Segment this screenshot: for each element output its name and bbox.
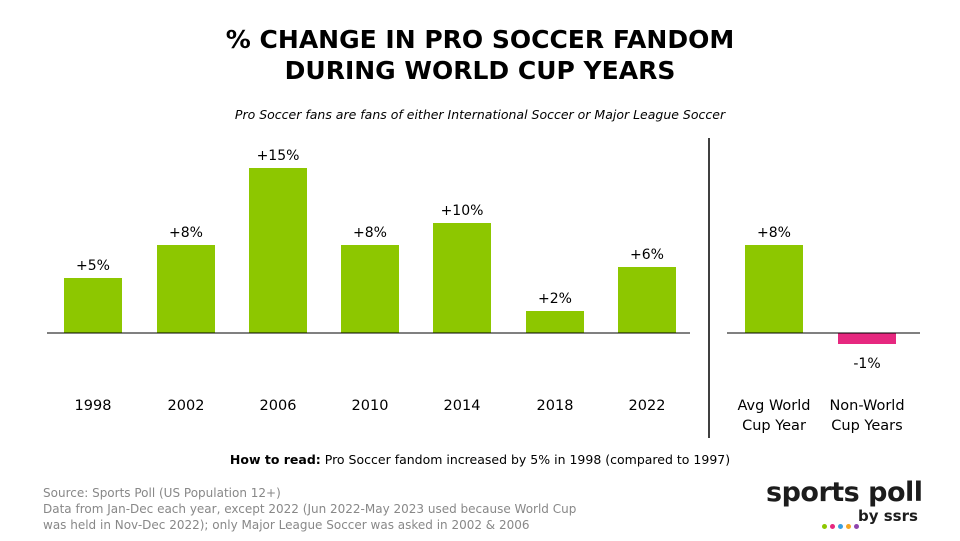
- category-label: 2014: [444, 398, 481, 414]
- category-label: 2002: [168, 398, 205, 414]
- sports-poll-logo: sports poll by ssrs: [766, 477, 926, 529]
- data-label: +5%: [76, 258, 110, 274]
- bar: [838, 333, 896, 344]
- bar: [64, 278, 122, 333]
- category-label: Non-World: [829, 398, 904, 414]
- data-label: +8%: [353, 225, 387, 241]
- bar: [249, 168, 307, 333]
- source-note: Source: Sports Poll (US Population 12+): [43, 486, 281, 500]
- how-to-read-note: How to read: Pro Soccer fandom increased…: [0, 452, 960, 467]
- data-label: +8%: [757, 225, 791, 241]
- how-to-read-text: Pro Soccer fandom increased by 5% in 199…: [320, 452, 731, 467]
- data-label: +8%: [169, 225, 203, 241]
- how-to-read-label: How to read:: [229, 452, 321, 467]
- data-note-line-2: was held in Nov-Dec 2022); only Major Le…: [43, 518, 530, 532]
- category-label: Avg World: [737, 398, 810, 414]
- title-line-2: DURING WORLD CUP YEARS: [284, 56, 676, 85]
- category-label: 2006: [260, 398, 297, 414]
- data-note-line-1: Data from Jan-Dec each year, except 2022…: [43, 502, 577, 516]
- bar: [157, 245, 215, 333]
- data-label: -1%: [853, 356, 880, 372]
- chart-title: % CHANGE IN PRO SOCCER FANDOM DURING WOR…: [0, 24, 960, 86]
- bar: [341, 245, 399, 333]
- footer-notes: Source: Sports Poll (US Population 12+) …: [43, 485, 576, 533]
- logo-dot: [838, 524, 843, 529]
- category-label: 1998: [75, 398, 112, 414]
- logo-dot: [822, 524, 827, 529]
- bar: [618, 267, 676, 333]
- category-label: 2022: [629, 398, 666, 414]
- data-label: +10%: [441, 203, 484, 219]
- title-line-1: % CHANGE IN PRO SOCCER FANDOM: [225, 25, 735, 54]
- logo-byline: by ssrs: [858, 507, 918, 525]
- logo-dot: [846, 524, 851, 529]
- logo-dots: [822, 514, 862, 533]
- data-label: +2%: [538, 291, 572, 307]
- logo-wordmark: sports poll: [766, 477, 923, 508]
- logo-dot: [854, 524, 859, 529]
- category-label: Cup Year: [742, 418, 806, 434]
- category-label: 2010: [352, 398, 389, 414]
- category-label: 2018: [537, 398, 574, 414]
- logo-dot: [830, 524, 835, 529]
- bar: [745, 245, 803, 333]
- bar: [433, 223, 491, 333]
- category-label: Cup Years: [831, 418, 902, 434]
- data-label: +15%: [257, 148, 300, 164]
- data-label: +6%: [630, 247, 664, 263]
- chart-subtitle: Pro Soccer fans are fans of either Inter…: [234, 107, 726, 122]
- bar: [526, 311, 584, 333]
